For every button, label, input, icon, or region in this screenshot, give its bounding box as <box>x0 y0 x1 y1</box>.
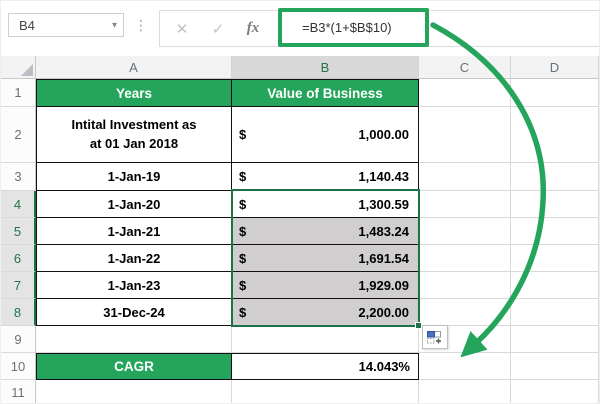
more-options-icon: ⋮ <box>134 16 148 33</box>
currency-symbol: $ <box>239 277 247 293</box>
amount-value: 1,691.54 <box>358 250 409 266</box>
cell-c2[interactable] <box>419 107 511 163</box>
cell-c3[interactable] <box>419 163 511 191</box>
cell-c4[interactable] <box>419 191 511 218</box>
cell-b5[interactable]: $ 1,483.24 <box>232 218 419 245</box>
cell-c7[interactable] <box>419 272 511 299</box>
cell-a8[interactable]: 31-Dec-24 <box>36 299 232 326</box>
currency-symbol: $ <box>239 223 247 239</box>
cell-d3[interactable] <box>511 163 599 191</box>
cell-c10[interactable] <box>419 353 511 380</box>
row-header-10[interactable]: 10 <box>1 353 36 380</box>
autofill-options-button[interactable] <box>422 325 448 349</box>
cell-b8[interactable]: $ 2,200.00 <box>232 299 419 326</box>
select-all-corner[interactable] <box>1 56 36 79</box>
currency-symbol: $ <box>239 250 247 266</box>
cell-b10-cagr-value[interactable]: 14.043% <box>232 353 419 380</box>
row-header-9[interactable]: 9 <box>1 326 36 353</box>
cell-a4[interactable]: 1-Jan-20 <box>36 191 232 218</box>
cell-c1[interactable] <box>419 79 511 107</box>
amount-value: 1,929.09 <box>358 277 409 293</box>
cell-a2[interactable]: Intital Investment as at 01 Jan 2018 <box>36 107 232 163</box>
cell-d7[interactable] <box>511 272 599 299</box>
formula-bar: B4 ▾ ⋮ ✕ ✓ fx =B3*(1+$B$10) <box>1 1 599 56</box>
cancel-icon[interactable]: ✕ <box>175 20 189 38</box>
row-header-5[interactable]: 5 <box>1 218 36 245</box>
column-header-a[interactable]: A <box>36 56 232 79</box>
column-header-b[interactable]: B <box>232 56 419 79</box>
cell-b4-active[interactable]: $ 1,300.59 <box>232 191 419 218</box>
amount-value: 1,140.43 <box>358 169 409 184</box>
cell-a10-cagr-label[interactable]: CAGR <box>36 353 232 380</box>
amount-value: 1,300.59 <box>358 196 409 212</box>
cell-a11[interactable] <box>36 380 232 403</box>
cell-c11[interactable] <box>419 380 511 403</box>
name-box-dropdown-icon[interactable]: ▾ <box>111 19 117 31</box>
cell-b7[interactable]: $ 1,929.09 <box>232 272 419 299</box>
row-header-4[interactable]: 4 <box>1 191 36 218</box>
enter-icon[interactable]: ✓ <box>211 20 225 38</box>
row-header-2[interactable]: 2 <box>1 107 36 163</box>
formula-highlight-box: =B3*(1+$B$10) <box>278 8 429 47</box>
row-header-8[interactable]: 8 <box>1 299 36 326</box>
row-header-1[interactable]: 1 <box>1 79 36 107</box>
cell-b6[interactable]: $ 1,691.54 <box>232 245 419 272</box>
cell-d8[interactable] <box>511 299 599 326</box>
name-box-value: B4 <box>19 17 35 33</box>
cell-c5[interactable] <box>419 218 511 245</box>
cell-b2[interactable]: $ 1,000.00 <box>232 107 419 163</box>
cell-b3[interactable]: $ 1,140.43 <box>232 163 419 191</box>
row-header-3[interactable]: 3 <box>1 163 36 191</box>
cell-d2[interactable] <box>511 107 599 163</box>
cell-a5[interactable]: 1-Jan-21 <box>36 218 232 245</box>
row-header-6[interactable]: 6 <box>1 245 36 272</box>
amount-value: 1,483.24 <box>358 223 409 239</box>
select-all-icon <box>21 64 33 76</box>
cell-b1[interactable]: Value of Business <box>232 79 419 107</box>
cell-d1[interactable] <box>511 79 599 107</box>
cell-b11[interactable] <box>232 380 419 403</box>
fill-handle[interactable] <box>415 322 422 329</box>
currency-symbol: $ <box>239 304 247 320</box>
amount-value: 2,200.00 <box>358 304 409 320</box>
cell-a1[interactable]: Years <box>36 79 232 107</box>
amount-value: 1,000.00 <box>358 127 409 142</box>
cell-c8[interactable] <box>419 299 511 326</box>
row-header-7[interactable]: 7 <box>1 272 36 299</box>
cell-d9[interactable] <box>511 326 599 353</box>
cell-c6[interactable] <box>419 245 511 272</box>
cell-d11[interactable] <box>511 380 599 403</box>
column-header-c[interactable]: C <box>419 56 511 79</box>
currency-symbol: $ <box>239 127 247 142</box>
cell-d4[interactable] <box>511 191 599 218</box>
cell-a3[interactable]: 1-Jan-19 <box>36 163 232 191</box>
cell-b9[interactable] <box>232 326 419 353</box>
name-box[interactable]: B4 ▾ <box>8 13 124 37</box>
currency-symbol: $ <box>239 169 247 184</box>
column-header-d[interactable]: D <box>511 56 599 79</box>
spreadsheet-grid: A B C D 1 Years Value of Business 2 Inti… <box>1 56 599 403</box>
formula-text[interactable]: =B3*(1+$B$10) <box>302 20 392 35</box>
row-header-11[interactable]: 11 <box>1 380 36 403</box>
cell-d5[interactable] <box>511 218 599 245</box>
fx-icon[interactable]: fx <box>246 20 260 36</box>
cell-d10[interactable] <box>511 353 599 380</box>
currency-symbol: $ <box>239 196 247 212</box>
cell-a7[interactable]: 1-Jan-23 <box>36 272 232 299</box>
cell-a9[interactable] <box>36 326 232 353</box>
cell-d6[interactable] <box>511 245 599 272</box>
cell-a6[interactable]: 1-Jan-22 <box>36 245 232 272</box>
autofill-options-icon <box>427 330 441 343</box>
